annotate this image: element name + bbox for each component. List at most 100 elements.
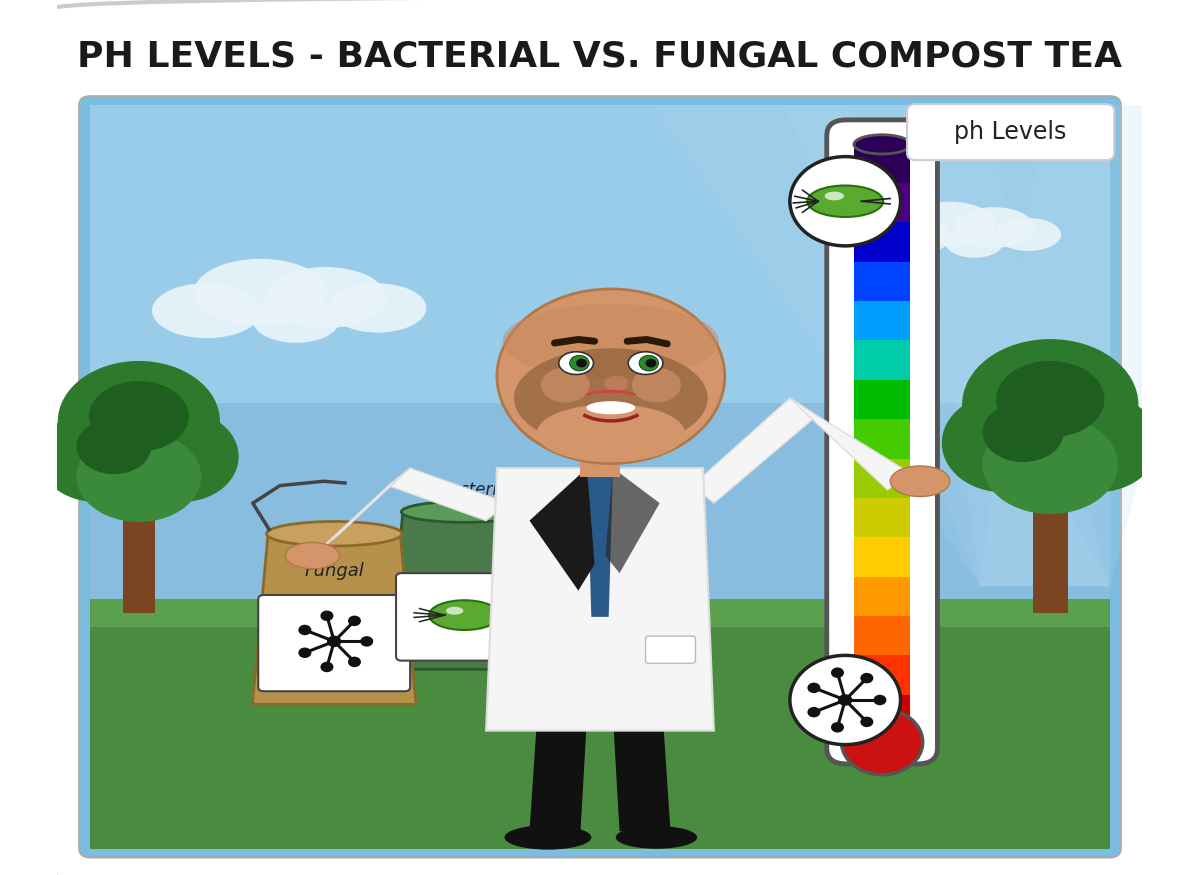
Circle shape	[841, 710, 923, 774]
Bar	[1033, 503, 1068, 612]
Bar	[854, 380, 911, 420]
Polygon shape	[486, 468, 714, 731]
Circle shape	[808, 707, 821, 717]
Ellipse shape	[446, 607, 463, 615]
Bar	[854, 419, 911, 459]
Polygon shape	[529, 718, 587, 831]
Ellipse shape	[266, 522, 402, 546]
Ellipse shape	[1037, 394, 1159, 492]
Ellipse shape	[946, 229, 1003, 258]
Circle shape	[860, 717, 874, 727]
Circle shape	[830, 668, 844, 678]
Bar	[854, 144, 911, 184]
Ellipse shape	[983, 416, 1118, 514]
Ellipse shape	[605, 375, 629, 391]
Ellipse shape	[253, 299, 340, 343]
Ellipse shape	[329, 284, 426, 332]
Ellipse shape	[824, 192, 844, 200]
Polygon shape	[389, 512, 540, 669]
Ellipse shape	[954, 207, 1034, 248]
Bar	[854, 695, 911, 735]
Bar	[90, 105, 1110, 402]
Ellipse shape	[58, 361, 220, 482]
Circle shape	[830, 722, 844, 732]
Circle shape	[790, 655, 900, 745]
Ellipse shape	[126, 411, 239, 502]
FancyBboxPatch shape	[827, 120, 937, 764]
Ellipse shape	[265, 267, 386, 328]
Polygon shape	[587, 468, 613, 617]
Ellipse shape	[503, 304, 719, 379]
FancyBboxPatch shape	[646, 636, 696, 663]
Bar	[854, 498, 911, 538]
Circle shape	[646, 359, 656, 368]
Ellipse shape	[559, 352, 594, 374]
Circle shape	[570, 355, 589, 371]
Polygon shape	[692, 398, 817, 503]
Polygon shape	[790, 398, 910, 490]
Ellipse shape	[616, 826, 697, 849]
Polygon shape	[785, 105, 1110, 586]
Ellipse shape	[632, 368, 680, 402]
Polygon shape	[252, 534, 416, 704]
Bar	[854, 616, 911, 656]
Text: ph Levels: ph Levels	[954, 120, 1067, 144]
Circle shape	[790, 157, 900, 246]
Circle shape	[299, 625, 311, 635]
Circle shape	[360, 636, 373, 647]
Text: PH LEVELS - BACTERIAL VS. FUNGAL COMPOST TEA: PH LEVELS - BACTERIAL VS. FUNGAL COMPOST…	[78, 40, 1122, 74]
FancyBboxPatch shape	[79, 96, 1121, 858]
Ellipse shape	[587, 401, 635, 415]
Ellipse shape	[541, 368, 589, 402]
Bar	[90, 105, 1110, 611]
Ellipse shape	[890, 466, 950, 497]
Bar	[854, 655, 911, 696]
Circle shape	[808, 682, 821, 693]
FancyBboxPatch shape	[907, 104, 1115, 160]
Ellipse shape	[983, 402, 1064, 462]
FancyBboxPatch shape	[47, 0, 1153, 875]
Polygon shape	[654, 105, 1110, 586]
Polygon shape	[318, 468, 410, 551]
Polygon shape	[529, 468, 594, 591]
Text: Fungal: Fungal	[305, 563, 364, 580]
Ellipse shape	[152, 284, 262, 339]
Circle shape	[576, 359, 587, 368]
Polygon shape	[606, 468, 660, 573]
Ellipse shape	[808, 186, 883, 217]
Circle shape	[874, 695, 887, 705]
Ellipse shape	[629, 352, 662, 374]
FancyBboxPatch shape	[258, 595, 410, 691]
Polygon shape	[914, 105, 1110, 586]
Ellipse shape	[194, 259, 326, 326]
Circle shape	[320, 611, 334, 621]
Ellipse shape	[401, 501, 527, 522]
Circle shape	[348, 656, 361, 667]
Bar	[122, 512, 155, 612]
Bar	[581, 429, 619, 477]
Bar	[854, 183, 911, 223]
Ellipse shape	[40, 411, 151, 502]
Circle shape	[328, 635, 341, 648]
Ellipse shape	[430, 600, 499, 630]
Ellipse shape	[286, 542, 340, 569]
Ellipse shape	[962, 340, 1139, 471]
Ellipse shape	[77, 431, 202, 522]
Bar	[854, 301, 911, 341]
Bar	[854, 458, 911, 499]
Ellipse shape	[514, 348, 708, 448]
Circle shape	[838, 694, 852, 706]
Ellipse shape	[906, 202, 995, 247]
Ellipse shape	[536, 404, 685, 462]
Ellipse shape	[89, 382, 188, 452]
Polygon shape	[613, 718, 671, 831]
Polygon shape	[389, 468, 508, 521]
Ellipse shape	[497, 289, 725, 464]
Circle shape	[348, 616, 361, 626]
Polygon shape	[979, 105, 1200, 586]
Ellipse shape	[504, 825, 592, 850]
Circle shape	[299, 648, 311, 658]
Bar	[854, 577, 911, 617]
Circle shape	[320, 662, 334, 672]
Bar	[854, 222, 911, 262]
